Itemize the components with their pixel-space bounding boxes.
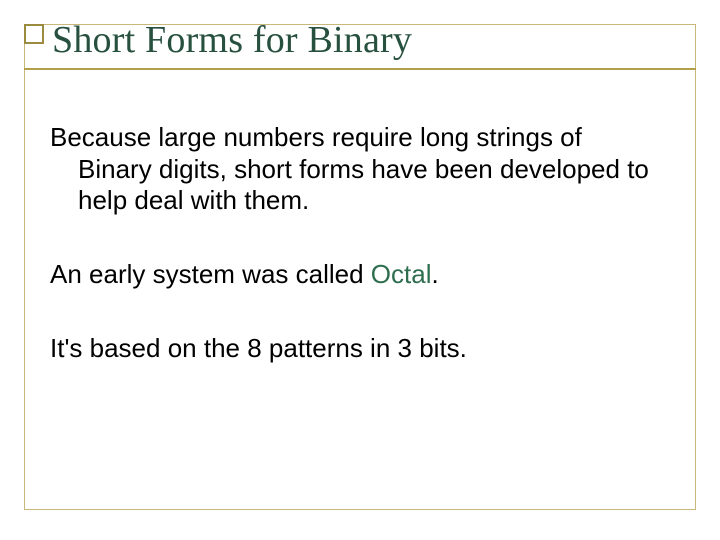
- paragraph-3: It's based on the 8 patterns in 3 bits.: [50, 333, 660, 365]
- slide-body: Because large numbers require long strin…: [50, 122, 660, 407]
- paragraph-2-pre: An early system was called: [50, 259, 371, 289]
- octal-highlight: Octal: [371, 259, 432, 289]
- accent-square-icon: [24, 24, 44, 44]
- paragraph-2-post: .: [431, 259, 438, 289]
- slide: Short Forms for Binary Because large num…: [0, 0, 720, 540]
- paragraph-2: An early system was called Octal.: [50, 259, 660, 291]
- paragraph-1: Because large numbers require long strin…: [50, 122, 660, 217]
- title-underline: [24, 68, 696, 70]
- slide-title: Short Forms for Binary: [52, 18, 412, 62]
